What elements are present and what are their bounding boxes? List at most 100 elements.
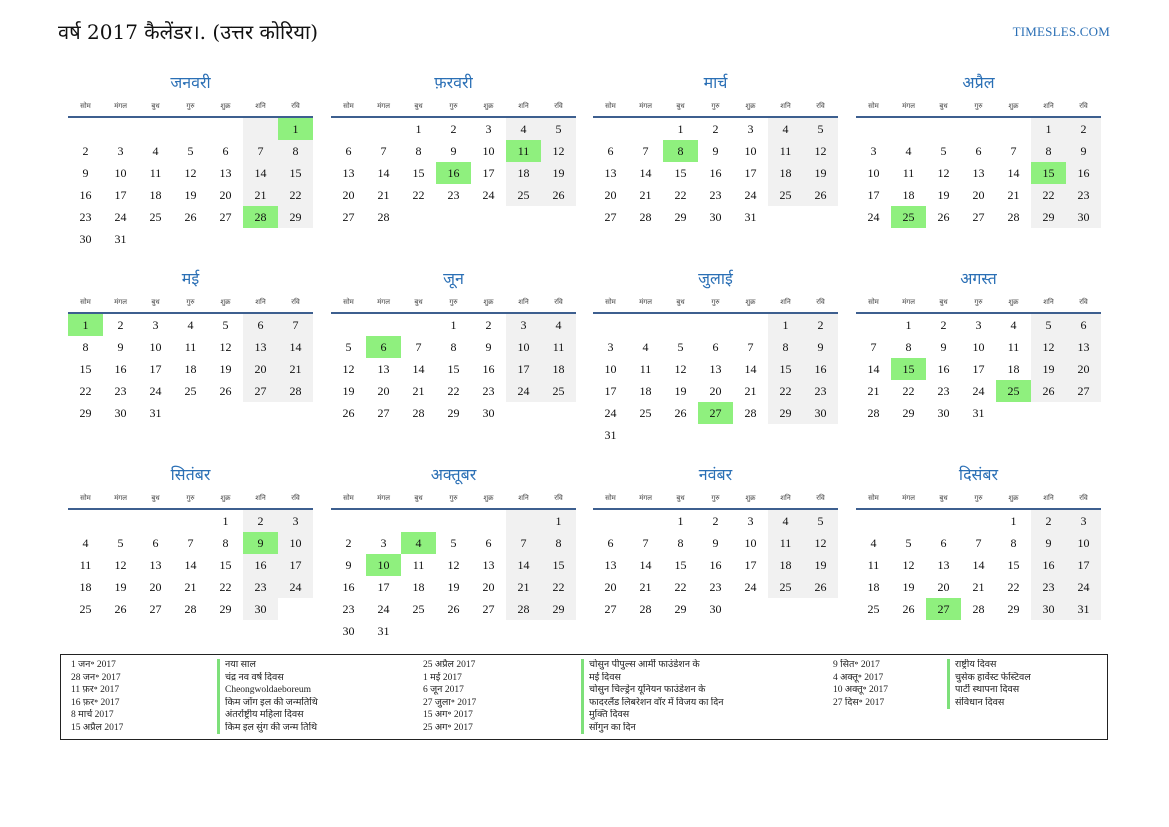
day-cell[interactable]: 1 (677, 121, 684, 136)
day-cell[interactable]: 30 (709, 209, 722, 224)
day-cell[interactable]: 9 (712, 143, 719, 158)
day-cell[interactable]: 19 (803, 162, 838, 184)
day-cell[interactable]: 5 (117, 535, 124, 550)
day-cell[interactable]: 12 (219, 339, 232, 354)
day-cell[interactable]: 29 (219, 601, 232, 616)
day-cell[interactable]: 16 (1066, 162, 1101, 184)
day-cell[interactable]: 1 (905, 317, 912, 332)
day-cell[interactable]: 18 (639, 383, 652, 398)
day-cell[interactable]: 1 (541, 509, 576, 532)
day-cell[interactable]: 23 (114, 383, 127, 398)
day-cell[interactable]: 30 (1031, 598, 1066, 620)
day-cell[interactable]: 30 (482, 405, 495, 420)
day-cell[interactable]: 18 (149, 187, 162, 202)
day-cell[interactable]: 6 (485, 535, 492, 550)
day-cell[interactable]: 20 (604, 579, 617, 594)
day-cell[interactable]: 2 (243, 509, 278, 532)
day-cell[interactable]: 8 (450, 339, 457, 354)
day-cell[interactable]: 4 (642, 339, 649, 354)
day-cell[interactable]: 26 (803, 184, 838, 206)
day-cell[interactable]: 28 (377, 209, 390, 224)
day-cell[interactable]: 11 (639, 361, 652, 376)
day-cell[interactable]: 1 (450, 317, 457, 332)
day-cell[interactable]: 10 (744, 535, 757, 550)
day-cell[interactable]: 19 (803, 554, 838, 576)
day-cell[interactable]: 7 (506, 532, 541, 554)
day-cell[interactable]: 29 (1031, 206, 1066, 228)
day-cell[interactable]: 11 (1007, 339, 1020, 354)
day-cell[interactable]: 15 (412, 165, 425, 180)
day-cell[interactable]: 2 (82, 143, 89, 158)
day-cell[interactable]: 6 (243, 313, 278, 336)
day-cell[interactable]: 5 (677, 339, 684, 354)
day-cell[interactable]: 11 (902, 165, 915, 180)
day-cell[interactable]: 6 (712, 339, 719, 354)
day-cell[interactable]: 5 (345, 339, 352, 354)
brand-link[interactable]: TIMESLES.COM (1012, 24, 1110, 39)
day-cell[interactable]: 14 (972, 557, 985, 572)
day-cell[interactable]: 15 (1031, 162, 1066, 184)
day-cell[interactable]: 3 (1066, 509, 1101, 532)
day-cell[interactable]: 25 (506, 184, 541, 206)
day-cell[interactable]: 7 (747, 339, 754, 354)
day-cell[interactable]: 25 (412, 601, 425, 616)
day-cell[interactable]: 3 (607, 339, 614, 354)
day-cell[interactable]: 17 (278, 554, 313, 576)
day-cell[interactable]: 18 (768, 162, 803, 184)
day-cell[interactable]: 10 (366, 554, 401, 576)
day-cell[interactable]: 20 (482, 579, 495, 594)
day-cell[interactable]: 18 (1007, 361, 1020, 376)
day-cell[interactable]: 13 (149, 557, 162, 572)
day-cell[interactable]: 25 (79, 601, 92, 616)
day-cell[interactable]: 2 (450, 121, 457, 136)
day-cell[interactable]: 6 (940, 535, 947, 550)
day-cell[interactable]: 10 (972, 339, 985, 354)
day-cell[interactable]: 12 (1031, 336, 1066, 358)
day-cell[interactable]: 8 (222, 535, 229, 550)
day-cell[interactable]: 22 (447, 383, 460, 398)
day-cell[interactable]: 30 (803, 402, 838, 424)
day-cell[interactable]: 28 (184, 601, 197, 616)
day-cell[interactable]: 6 (152, 535, 159, 550)
day-cell[interactable]: 29 (902, 405, 915, 420)
day-cell[interactable]: 13 (604, 557, 617, 572)
day-cell[interactable]: 16 (709, 165, 722, 180)
day-cell[interactable]: 23 (342, 601, 355, 616)
day-cell[interactable]: 27 (377, 405, 390, 420)
day-cell[interactable]: 28 (506, 598, 541, 620)
day-cell[interactable]: 2 (485, 317, 492, 332)
day-cell[interactable]: 23 (447, 187, 460, 202)
day-cell[interactable]: 20 (342, 187, 355, 202)
day-cell[interactable]: 21 (278, 358, 313, 380)
day-cell[interactable]: 7 (975, 535, 982, 550)
day-cell[interactable]: 19 (1031, 358, 1066, 380)
day-cell[interactable]: 14 (639, 165, 652, 180)
day-cell[interactable]: 13 (377, 361, 390, 376)
day-cell[interactable]: 26 (902, 601, 915, 616)
day-cell[interactable]: 19 (219, 361, 232, 376)
day-cell[interactable]: 5 (1031, 313, 1066, 336)
day-cell[interactable]: 28 (278, 380, 313, 402)
day-cell[interactable]: 29 (768, 402, 803, 424)
day-cell[interactable]: 4 (1010, 317, 1017, 332)
day-cell[interactable]: 6 (975, 143, 982, 158)
day-cell[interactable]: 10 (278, 532, 313, 554)
day-cell[interactable]: 23 (1066, 184, 1101, 206)
day-cell[interactable]: 12 (803, 532, 838, 554)
day-cell[interactable]: 27 (243, 380, 278, 402)
day-cell[interactable]: 27 (482, 601, 495, 616)
day-cell[interactable]: 9 (243, 532, 278, 554)
day-cell[interactable]: 20 (604, 187, 617, 202)
day-cell[interactable]: 24 (744, 187, 757, 202)
day-cell[interactable]: 1 (222, 513, 229, 528)
day-cell[interactable]: 30 (937, 405, 950, 420)
day-cell[interactable]: 18 (79, 579, 92, 594)
day-cell[interactable]: 20 (972, 187, 985, 202)
day-cell[interactable]: 25 (639, 405, 652, 420)
day-cell[interactable]: 12 (447, 557, 460, 572)
day-cell[interactable]: 15 (768, 358, 803, 380)
day-cell[interactable]: 11 (867, 557, 880, 572)
day-cell[interactable]: 14 (867, 361, 880, 376)
day-cell[interactable]: 22 (79, 383, 92, 398)
day-cell[interactable]: 8 (905, 339, 912, 354)
